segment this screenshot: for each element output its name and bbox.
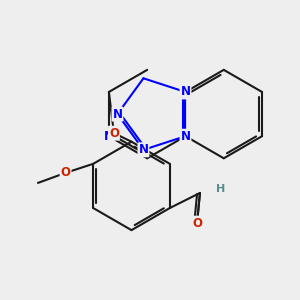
Text: N: N — [138, 143, 148, 156]
Text: N: N — [181, 130, 190, 143]
Text: H: H — [216, 184, 226, 194]
Text: N: N — [112, 108, 122, 121]
Text: O: O — [192, 217, 203, 230]
Text: N: N — [181, 85, 190, 98]
Text: N: N — [104, 130, 114, 143]
Text: O: O — [61, 167, 70, 179]
Text: O: O — [109, 127, 119, 140]
